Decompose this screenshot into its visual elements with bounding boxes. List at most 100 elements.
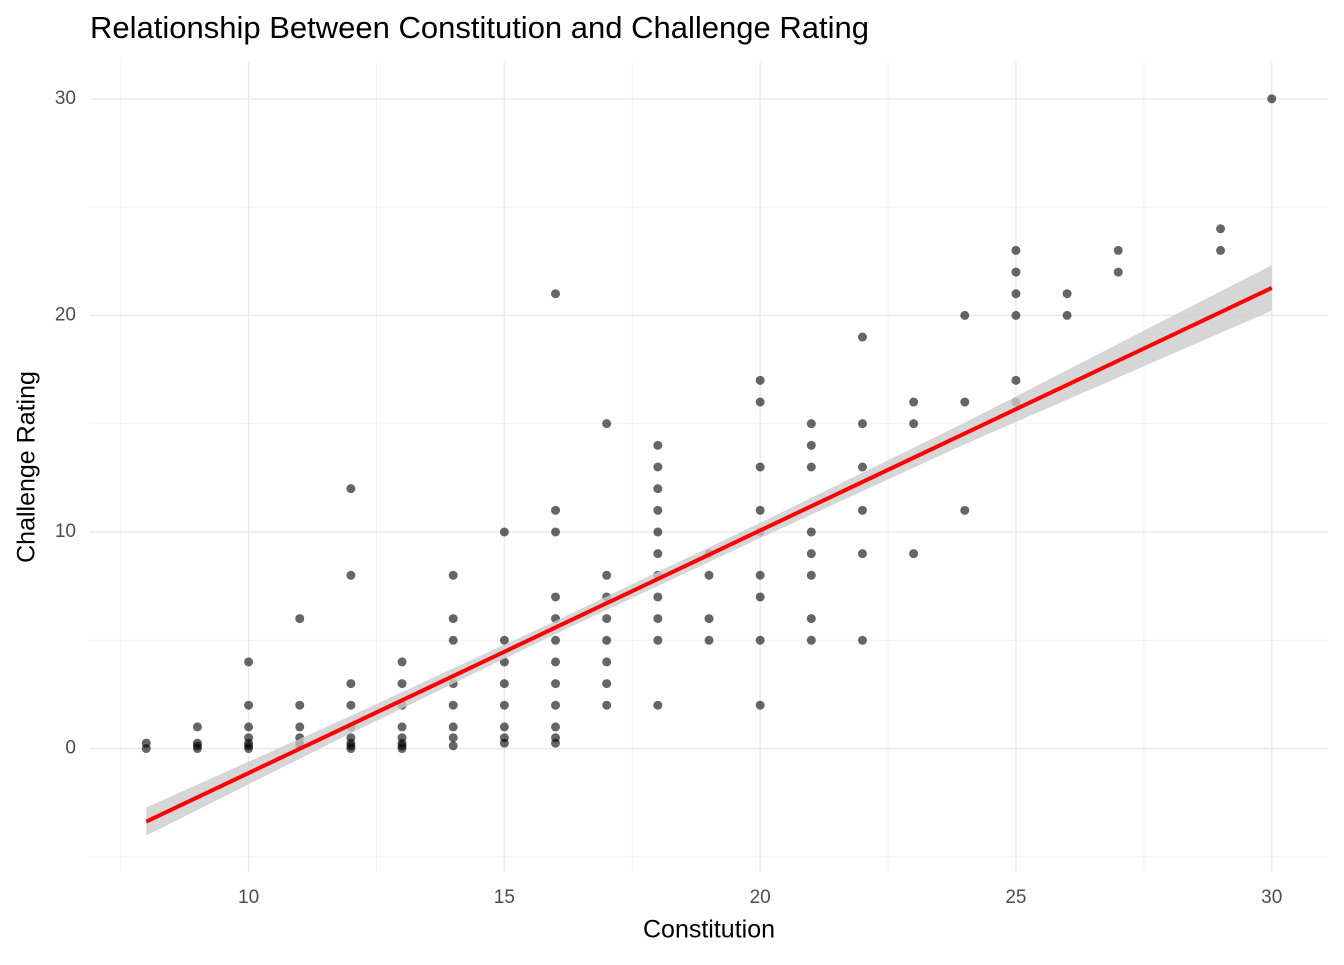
y-tick-label: 10 [55, 521, 76, 542]
point [346, 700, 356, 710]
point [806, 570, 816, 580]
x-axis-label: Constitution [643, 916, 775, 944]
point [602, 700, 612, 710]
point [755, 635, 765, 645]
point [960, 505, 970, 515]
point [551, 592, 561, 602]
point [448, 700, 458, 710]
point [857, 635, 867, 645]
point [755, 397, 765, 407]
point [346, 679, 356, 689]
point [448, 570, 458, 580]
point [806, 635, 816, 645]
point [960, 310, 970, 320]
y-axis-label: Challenge Rating [13, 371, 41, 563]
point [244, 657, 254, 667]
point [1216, 245, 1226, 255]
point [499, 700, 509, 710]
point [551, 700, 561, 710]
point [653, 505, 663, 515]
point [653, 527, 663, 537]
point [551, 635, 561, 645]
point [551, 527, 561, 537]
point [499, 527, 509, 537]
point [806, 614, 816, 624]
point [448, 635, 458, 645]
point [346, 484, 356, 494]
point [1011, 245, 1021, 255]
point [346, 570, 356, 580]
point [141, 738, 151, 748]
point [346, 744, 356, 754]
point [448, 733, 458, 743]
point [653, 700, 663, 710]
point [499, 679, 509, 689]
point [653, 635, 663, 645]
point [551, 679, 561, 689]
point [857, 549, 867, 559]
point [551, 505, 561, 515]
point [602, 570, 612, 580]
point [295, 722, 305, 732]
point [857, 462, 867, 472]
point [244, 700, 254, 710]
point [499, 635, 509, 645]
point [244, 744, 254, 754]
x-tick-label: 30 [1261, 887, 1282, 908]
y-tick-label: 30 [55, 88, 76, 109]
point [1011, 310, 1021, 320]
y-tick-label: 20 [55, 304, 76, 325]
point [806, 440, 816, 450]
confidence-band [146, 265, 1272, 836]
point [1113, 245, 1123, 255]
point [653, 440, 663, 450]
x-tick-label: 15 [494, 887, 515, 908]
point [704, 570, 714, 580]
point [1011, 267, 1021, 277]
point [397, 744, 407, 754]
point [551, 722, 561, 732]
point [909, 397, 919, 407]
point [1267, 94, 1277, 104]
x-tick-label: 20 [750, 887, 771, 908]
fit-line [145, 286, 1273, 824]
point [806, 419, 816, 429]
point [448, 722, 458, 732]
point [499, 738, 509, 748]
point [653, 462, 663, 472]
y-tick-label: 0 [65, 738, 76, 759]
point [755, 592, 765, 602]
point [857, 332, 867, 342]
point [653, 484, 663, 494]
point [806, 549, 816, 559]
x-tick-label: 10 [238, 887, 259, 908]
point [192, 741, 202, 751]
x-tick-label: 25 [1005, 887, 1026, 908]
point [448, 614, 458, 624]
point [551, 657, 561, 667]
point [960, 397, 970, 407]
point [602, 419, 612, 429]
point [192, 722, 202, 732]
point [755, 375, 765, 385]
point [1062, 289, 1072, 299]
point [1216, 224, 1226, 234]
point [653, 592, 663, 602]
point [602, 679, 612, 689]
point [1113, 267, 1123, 277]
point [295, 614, 305, 624]
point [755, 462, 765, 472]
point [551, 289, 561, 299]
point [704, 614, 714, 624]
point [397, 657, 407, 667]
point [602, 657, 612, 667]
point [857, 419, 867, 429]
point [1011, 375, 1021, 385]
point [704, 635, 714, 645]
point [602, 635, 612, 645]
point [653, 614, 663, 624]
point [551, 738, 561, 748]
point [909, 549, 919, 559]
point [397, 679, 407, 689]
